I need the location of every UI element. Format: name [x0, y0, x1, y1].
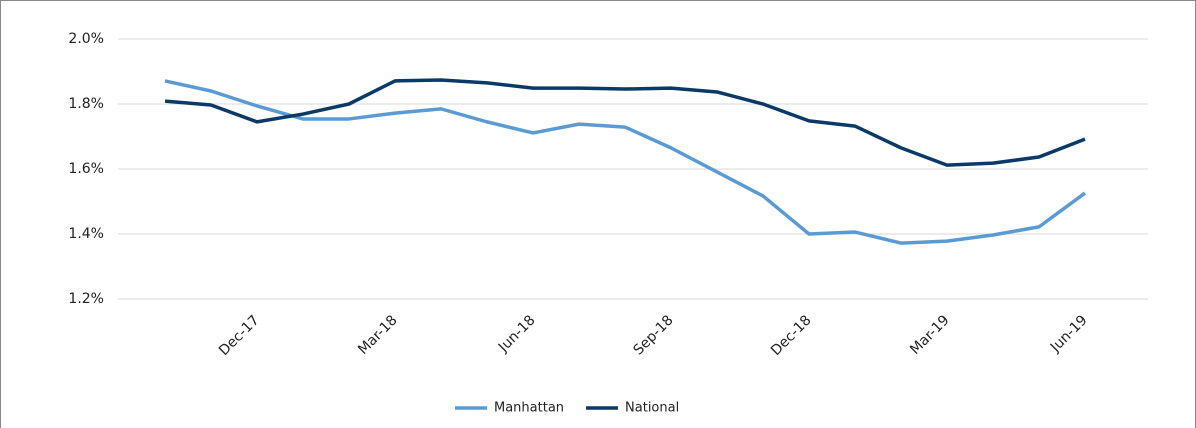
x-tick-label: Dec-18 [768, 312, 815, 359]
y-tick-label: 1.8% [68, 96, 104, 112]
line-series [164, 78, 1086, 167]
y-tick-label: 2.0% [68, 31, 104, 47]
y-tick-label: 1.4% [68, 226, 104, 242]
legend-label: National [625, 401, 679, 416]
x-tick-label: Jun-18 [495, 312, 539, 356]
legend-label: Manhattan [494, 401, 564, 416]
x-tick-label: Dec-17 [216, 312, 263, 359]
x-tick-label: Sep-18 [631, 312, 677, 358]
line-series [164, 79, 1087, 245]
x-tick-label: Jun-19 [1047, 312, 1091, 356]
x-tick-label: Mar-18 [355, 312, 401, 358]
y-tick-label: 1.2% [68, 291, 104, 307]
y-tick-label: 1.6% [68, 161, 104, 177]
x-tick-label: Mar-19 [907, 312, 953, 358]
